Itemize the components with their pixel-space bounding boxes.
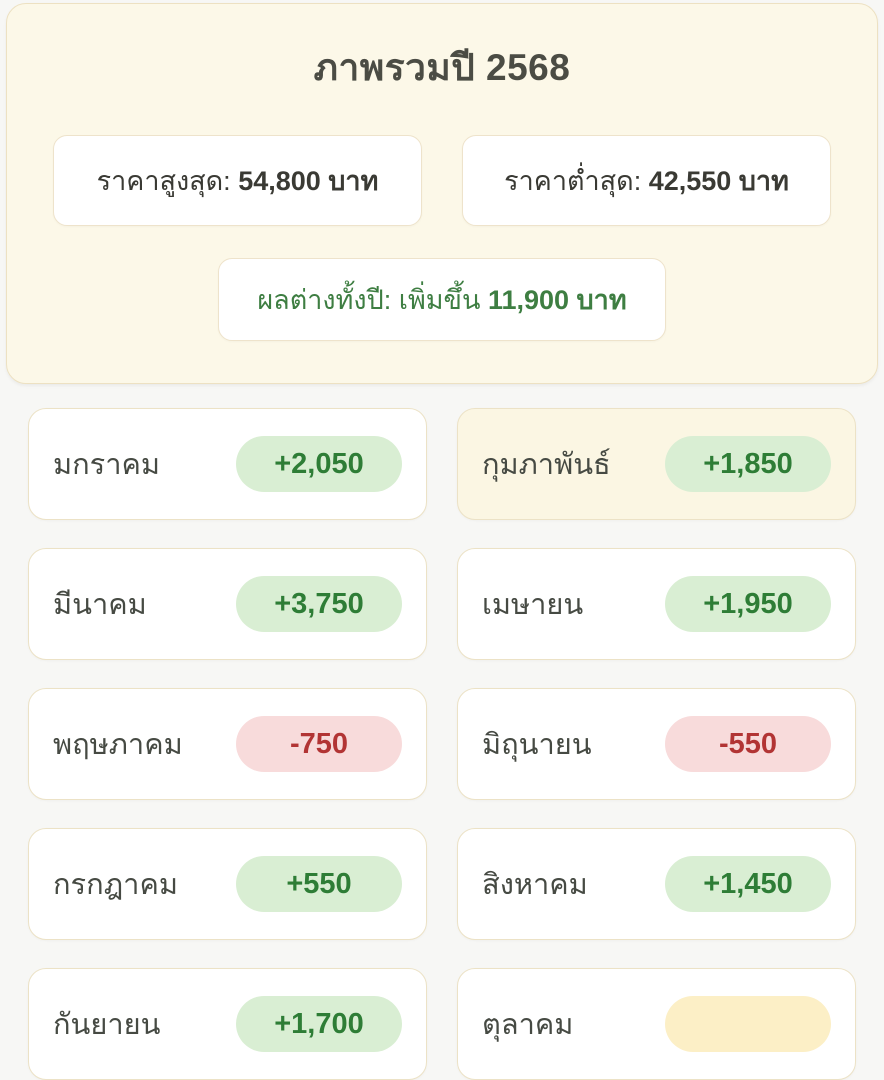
month-card[interactable]: พฤษภาคม -750 <box>28 688 427 800</box>
month-label: มกราคม <box>53 449 161 481</box>
highest-price-label: ราคาสูงสุด: <box>96 166 239 196</box>
month-card[interactable]: ตุลาคม <box>457 968 856 1080</box>
month-label: ตุลาคม <box>482 1009 574 1041</box>
month-label: กันยายน <box>53 1009 161 1041</box>
month-card[interactable]: กันยายน +1,700 <box>28 968 427 1080</box>
year-overview-card: ภาพรวมปี 2568 ราคาสูงสุด: 54,800 บาท ราค… <box>6 3 878 384</box>
month-change-badge: -750 <box>236 716 402 772</box>
lowest-price-box: ราคาต่ำสุด: 42,550 บาท <box>462 135 831 226</box>
stats-row: ราคาสูงสุด: 54,800 บาท ราคาต่ำสุด: 42,55… <box>53 135 831 226</box>
lowest-price-label: ราคาต่ำสุด: <box>504 166 649 196</box>
month-card[interactable]: เมษายน +1,950 <box>457 548 856 660</box>
months-grid: มกราคม +2,050 กุมภาพันธ์ +1,850 มีนาคม +3,750… <box>28 408 856 1080</box>
month-label: พฤษภาคม <box>53 729 183 761</box>
month-change-badge: +1,950 <box>665 576 831 632</box>
month-card[interactable]: มีนาคม +3,750 <box>28 548 427 660</box>
yearly-difference-box: ผลต่างทั้งปี: เพิ่มขึ้น 11,900 บาท <box>218 258 666 341</box>
month-label: เมษายน <box>482 589 584 621</box>
month-card[interactable]: กุมภาพันธ์ +1,850 <box>457 408 856 520</box>
month-change-badge: +1,700 <box>236 996 402 1052</box>
month-change-badge: -550 <box>665 716 831 772</box>
month-change-badge: +1,450 <box>665 856 831 912</box>
summary-row: ผลต่างทั้งปี: เพิ่มขึ้น 11,900 บาท <box>53 258 831 341</box>
month-card[interactable]: มิถุนายน -550 <box>457 688 856 800</box>
month-label: กรกฎาคม <box>53 869 178 901</box>
page-title: ภาพรวมปี 2568 <box>313 47 571 88</box>
month-card[interactable]: มกราคม +2,050 <box>28 408 427 520</box>
month-change-badge <box>665 996 831 1052</box>
highest-price-value: 54,800 บาท <box>238 166 379 196</box>
month-label: กุมภาพันธ์ <box>482 449 611 481</box>
month-label: มีนาคม <box>53 589 147 621</box>
highest-price-box: ราคาสูงสุด: 54,800 บาท <box>53 135 422 226</box>
month-change-badge: +1,850 <box>665 436 831 492</box>
month-change-badge: +2,050 <box>236 436 402 492</box>
yearly-difference-label: ผลต่างทั้งปี: เพิ่มขึ้น <box>257 285 488 315</box>
month-change-badge: +3,750 <box>236 576 402 632</box>
yearly-difference-value: 11,900 บาท <box>487 285 627 315</box>
lowest-price-value: 42,550 บาท <box>648 166 789 196</box>
month-card[interactable]: สิงหาคม +1,450 <box>457 828 856 940</box>
month-label: สิงหาคม <box>482 869 588 901</box>
month-change-badge: +550 <box>236 856 402 912</box>
month-label: มิถุนายน <box>482 729 592 761</box>
month-card[interactable]: กรกฎาคม +550 <box>28 828 427 940</box>
